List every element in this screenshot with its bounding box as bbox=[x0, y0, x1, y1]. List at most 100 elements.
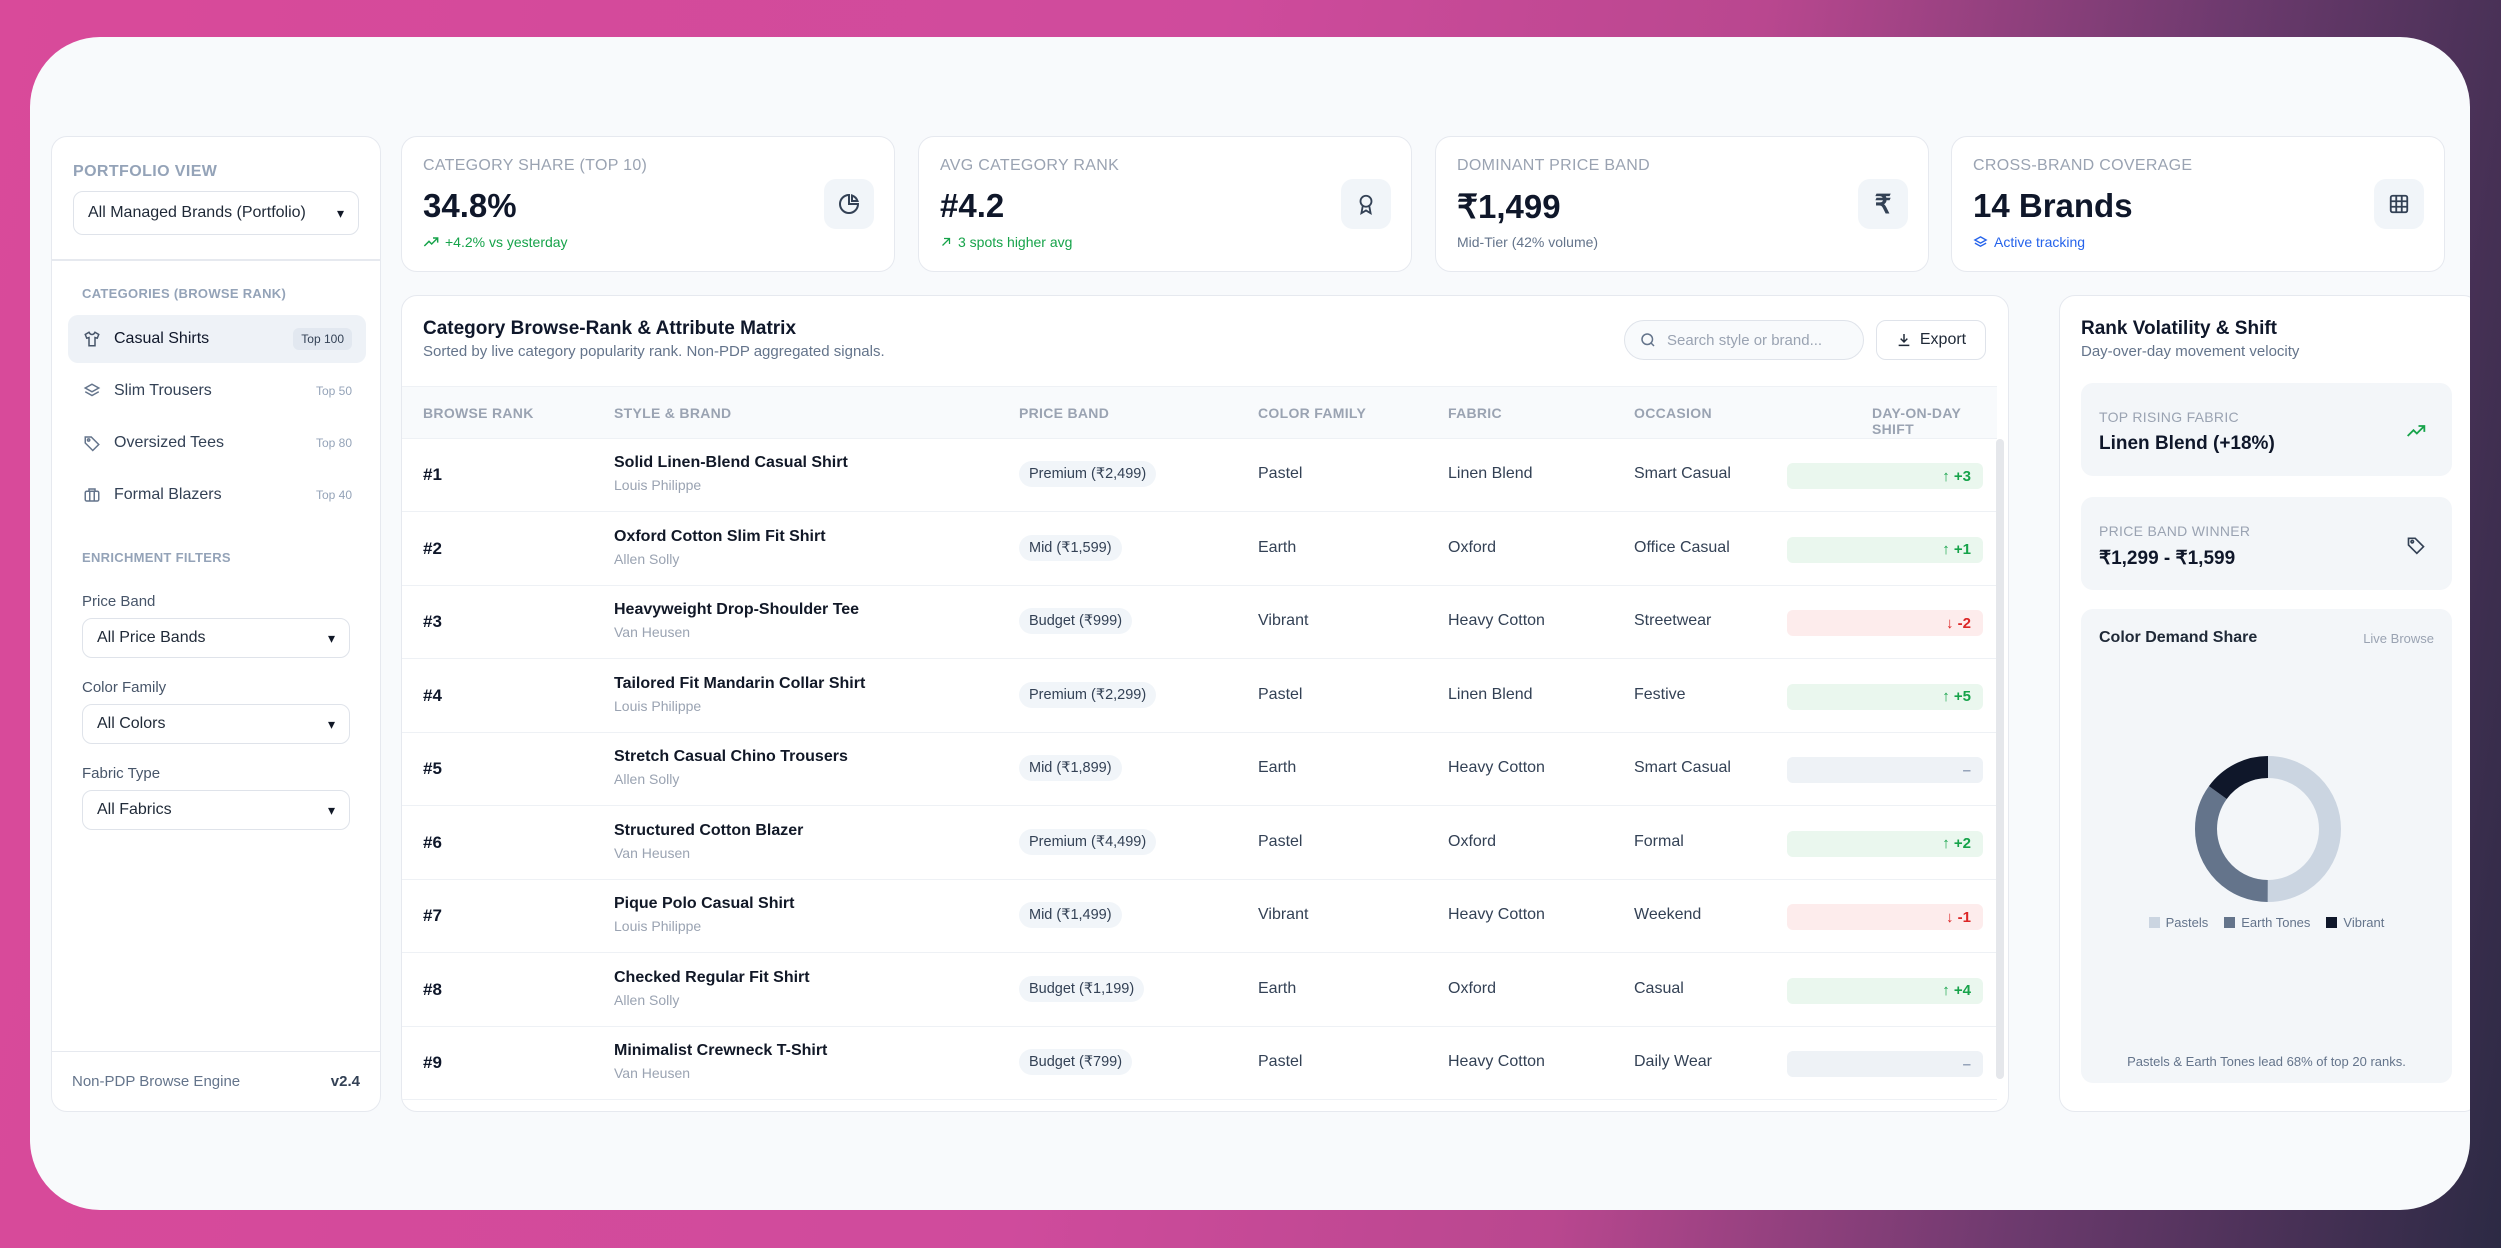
kpi-label: CATEGORY SHARE (TOP 10) bbox=[423, 157, 648, 174]
col-price-band[interactable]: PRICE BAND bbox=[1019, 405, 1110, 421]
table-row[interactable]: #3 Heavyweight Drop-Shoulder Tee Van Heuse… bbox=[402, 586, 1997, 659]
style-name[interactable]: Checked Regular Fit Shirt bbox=[614, 968, 810, 986]
table-row[interactable]: #6 Structured Cotton Blazer Van Heusen Prem… bbox=[402, 807, 1997, 880]
volatility-subtitle: Day-over-day movement velocity bbox=[2081, 343, 2300, 360]
legend-swatch bbox=[2148, 917, 2160, 928]
table-row[interactable]: #4 Tailored Fit Mandarin Collar Shirt Loui… bbox=[402, 660, 1997, 733]
top-fabric-label: TOP RISING FABRIC bbox=[2099, 409, 2239, 425]
volatility-title: Rank Volatility & Shift bbox=[2081, 318, 2278, 339]
top-fabric-card: TOP RISING FABRIC Linen Blend (+18%) bbox=[2081, 383, 2452, 476]
shift-badge: ↑ +1 bbox=[1787, 536, 1983, 563]
matrix-subtitle: Sorted by live category popularity rank.… bbox=[423, 343, 885, 360]
color-family-cell: Pastel bbox=[1258, 465, 1303, 482]
table-row[interactable]: #1 Solid Linen-Blend Casual Shirt Louis Ph… bbox=[402, 439, 1997, 512]
brand-name: Allen Solly bbox=[614, 550, 680, 567]
occasion-cell: Smart Casual bbox=[1634, 465, 1731, 482]
occasion-cell: Streetwear bbox=[1634, 612, 1712, 629]
col-style-brand[interactable]: STYLE & BRAND bbox=[614, 405, 732, 421]
layers-icon bbox=[82, 381, 102, 401]
legend-label: Vibrant bbox=[2343, 915, 2385, 930]
categories-heading: CATEGORIES (BROWSE RANK) bbox=[82, 286, 287, 301]
fabric-cell: Oxford bbox=[1448, 832, 1497, 850]
style-name[interactable]: Pique Polo Casual Shirt bbox=[614, 895, 795, 912]
fabric-cell: Linen Blend bbox=[1448, 465, 1533, 482]
color-family-select[interactable]: All Colors ▾ bbox=[82, 704, 350, 744]
col-day-shift[interactable]: DAY-ON-DAY SHIFT bbox=[1872, 405, 1961, 437]
category-label: Formal Blazers bbox=[114, 486, 222, 503]
fabric-cell: Heavy Cotton bbox=[1448, 612, 1545, 629]
portfolio-select[interactable]: All Managed Brands (Portfolio) ▾ bbox=[73, 191, 359, 235]
fabric-cell: Heavy Cotton bbox=[1448, 759, 1545, 776]
col-fabric[interactable]: FABRIC bbox=[1448, 405, 1502, 421]
chevron-down-icon: ▾ bbox=[327, 715, 335, 732]
briefcase-icon bbox=[82, 485, 102, 505]
category-casual-shirts[interactable]: Casual Shirts Top 100 bbox=[68, 315, 366, 363]
occasion-cell: Smart Casual bbox=[1634, 759, 1731, 776]
style-name[interactable]: Oxford Cotton Slim Fit Shirt bbox=[614, 527, 826, 545]
fabric-type-select[interactable]: All Fabrics ▾ bbox=[82, 790, 350, 830]
sidebar-title: PORTFOLIO VIEW bbox=[73, 163, 218, 180]
fabric-type-value: All Fabrics bbox=[97, 801, 172, 818]
category-formal-blazers[interactable]: Formal Blazers Top 40 bbox=[68, 471, 366, 519]
brand-name: Allen Solly bbox=[614, 991, 680, 1008]
rupee-icon: ₹ bbox=[1858, 179, 1908, 229]
brand-name: Van Heusen bbox=[614, 844, 691, 861]
search-input[interactable]: Search style or brand... bbox=[1624, 320, 1864, 360]
tag-icon bbox=[82, 433, 102, 453]
col-browse-rank[interactable]: BROWSE RANK bbox=[423, 405, 534, 421]
category-badge: Top 80 bbox=[315, 436, 352, 450]
app-window: PORTFOLIO VIEW All Managed Brands (Portf… bbox=[30, 37, 2470, 1210]
style-name[interactable]: Stretch Casual Chino Trousers bbox=[614, 748, 848, 765]
category-label: Slim Trousers bbox=[114, 382, 212, 399]
fabric-cell: Heavy Cotton bbox=[1448, 906, 1545, 923]
brand-name: Louis Philippe bbox=[614, 477, 702, 493]
download-icon bbox=[1898, 334, 1910, 347]
kpi-value: ₹1,499 bbox=[1457, 188, 1561, 225]
table-row[interactable]: #7 Pique Polo Casual Shirt Louis Philippe M… bbox=[402, 880, 1997, 953]
table-row[interactable]: #8 Checked Regular Fit Shirt Allen Solly Bu… bbox=[402, 954, 1997, 1027]
category-slim-trousers[interactable]: Slim Trousers Top 50 bbox=[68, 367, 366, 415]
style-name[interactable]: Tailored Fit Mandarin Collar Shirt bbox=[614, 674, 866, 692]
category-oversized-tees[interactable]: Oversized Tees Top 80 bbox=[68, 419, 366, 467]
price-band-label: Price Band bbox=[82, 593, 156, 610]
matrix-title: Category Browse-Rank & Attribute Matrix bbox=[423, 318, 797, 339]
style-name[interactable]: Minimalist Crewneck T-Shirt bbox=[614, 1042, 828, 1059]
table-row[interactable]: #2 Oxford Cotton Slim Fit Shirt Allen Soll… bbox=[402, 513, 1997, 586]
style-name[interactable]: Solid Linen-Blend Casual Shirt bbox=[614, 454, 848, 471]
col-color-family[interactable]: COLOR FAMILY bbox=[1258, 405, 1367, 421]
color-family-cell: Pastel bbox=[1258, 685, 1303, 703]
col-occasion[interactable]: OCCASION bbox=[1634, 405, 1712, 421]
rank-cell: #3 bbox=[423, 612, 442, 631]
fabric-cell: Linen Blend bbox=[1448, 685, 1533, 703]
fabric-cell: Oxford bbox=[1448, 979, 1497, 997]
rank-cell: #8 bbox=[423, 979, 442, 999]
occasion-cell: Casual bbox=[1634, 979, 1684, 997]
kpi-value: 34.8% bbox=[423, 187, 517, 224]
table-row[interactable]: #5 Stretch Casual Chino Trousers Allen Sol… bbox=[402, 733, 1997, 806]
color-share-title: Color Demand Share bbox=[2099, 629, 2258, 646]
brand-name: Van Heusen bbox=[614, 1065, 691, 1081]
arrow-up-right-icon bbox=[942, 237, 951, 246]
color-family-cell: Earth bbox=[1258, 979, 1297, 997]
style-name[interactable]: Structured Cotton Blazer bbox=[614, 821, 804, 839]
kpi-avg-rank: AVG CATEGORY RANK #4.2 3 spots higher av… bbox=[918, 136, 1412, 272]
legend-swatch bbox=[2224, 917, 2236, 928]
shift-badge: ↑ +5 bbox=[1787, 683, 1983, 710]
price-band-pill: Mid (₹1,599) bbox=[1019, 534, 1122, 561]
trending-up-icon bbox=[423, 237, 439, 247]
kpi-sub-text: +4.2% vs yesterday bbox=[445, 234, 568, 250]
donut-segment-earth-tones bbox=[2195, 756, 2341, 902]
export-button[interactable]: Export bbox=[1876, 320, 1986, 360]
tag-icon bbox=[2402, 531, 2430, 559]
style-name[interactable]: Heavyweight Drop-Shoulder Tee bbox=[614, 601, 860, 618]
price-band-select[interactable]: All Price Bands ▾ bbox=[82, 618, 350, 658]
search-icon bbox=[1641, 333, 1655, 347]
fabric-cell: Oxford bbox=[1448, 538, 1497, 556]
table-scrollbar[interactable] bbox=[1996, 439, 2004, 1079]
donut-legend: Pastels Earth Tones Vibrant bbox=[2081, 915, 2452, 930]
shift-badge: ↓ -2 bbox=[1787, 610, 1983, 636]
kpi-price-band: DOMINANT PRICE BAND ₹1,499 Mid-Tier (42%… bbox=[1435, 136, 1929, 272]
rank-volatility-panel: Rank Volatility & Shift Day-over-day mov… bbox=[2059, 295, 2470, 1112]
table-row[interactable]: #9 Minimalist Crewneck T-Shirt Van Heusen B… bbox=[402, 1027, 1997, 1100]
kpi-value: #4.2 bbox=[940, 187, 1005, 224]
